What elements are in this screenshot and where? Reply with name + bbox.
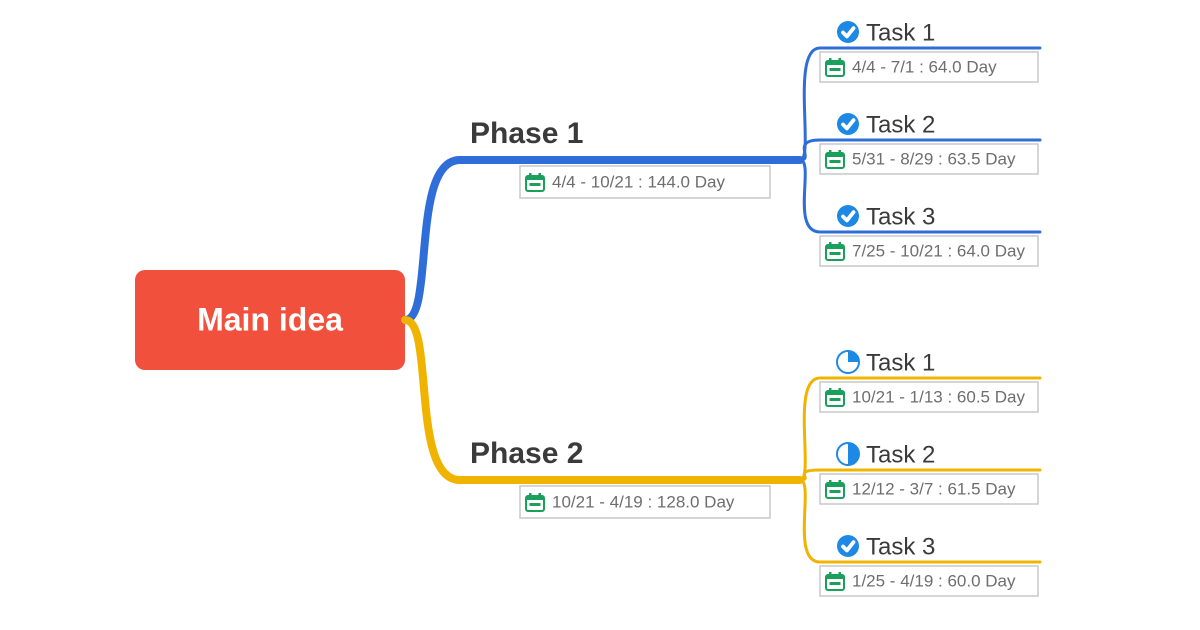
task-date-box: 5/31 - 8/29 : 63.5 Day (820, 144, 1038, 174)
task-label[interactable]: Task 3 (866, 533, 935, 560)
task-date-box: 4/4 - 7/1 : 64.0 Day (820, 52, 1038, 82)
task-label[interactable]: Task 1 (866, 19, 935, 46)
phase-label[interactable]: Phase 2 (470, 437, 583, 470)
date-text: 7/25 - 10/21 : 64.0 Day (852, 241, 1025, 260)
check-icon (837, 205, 859, 227)
task-date-box: 10/21 - 1/13 : 60.5 Day (820, 382, 1038, 412)
date-text: 4/4 - 10/21 : 144.0 Day (552, 172, 725, 191)
task-label[interactable]: Task 2 (866, 441, 935, 468)
mindmap-canvas: Main idea Phase 1 4/4 - 10/21 : 144.0 Day T… (0, 0, 1200, 630)
phase-date-box: 4/4 - 10/21 : 144.0 Day (520, 166, 770, 198)
task-label[interactable]: Task 1 (866, 349, 935, 376)
date-text: 10/21 - 1/13 : 60.5 Day (852, 387, 1025, 406)
date-text: 5/31 - 8/29 : 63.5 Day (852, 149, 1016, 168)
date-text: 10/21 - 4/19 : 128.0 Day (552, 492, 735, 511)
root-label: Main idea (197, 301, 343, 337)
progress-pie-icon (837, 351, 859, 373)
task-date-box: 7/25 - 10/21 : 64.0 Day (820, 236, 1038, 266)
phase-label[interactable]: Phase 1 (470, 117, 583, 150)
check-icon (837, 535, 859, 557)
phase-date-box: 10/21 - 4/19 : 128.0 Day (520, 486, 770, 518)
date-text: 12/12 - 3/7 : 61.5 Day (852, 479, 1016, 498)
date-text: 4/4 - 7/1 : 64.0 Day (852, 57, 997, 76)
phase-branch (405, 320, 800, 480)
task-label[interactable]: Task 3 (866, 203, 935, 230)
progress-pie-icon (837, 443, 859, 465)
check-icon (837, 113, 859, 135)
task-label[interactable]: Task 2 (866, 111, 935, 138)
task-date-box: 1/25 - 4/19 : 60.0 Day (820, 566, 1038, 596)
date-text: 1/25 - 4/19 : 60.0 Day (852, 571, 1016, 590)
check-icon (837, 21, 859, 43)
task-date-box: 12/12 - 3/7 : 61.5 Day (820, 474, 1038, 504)
